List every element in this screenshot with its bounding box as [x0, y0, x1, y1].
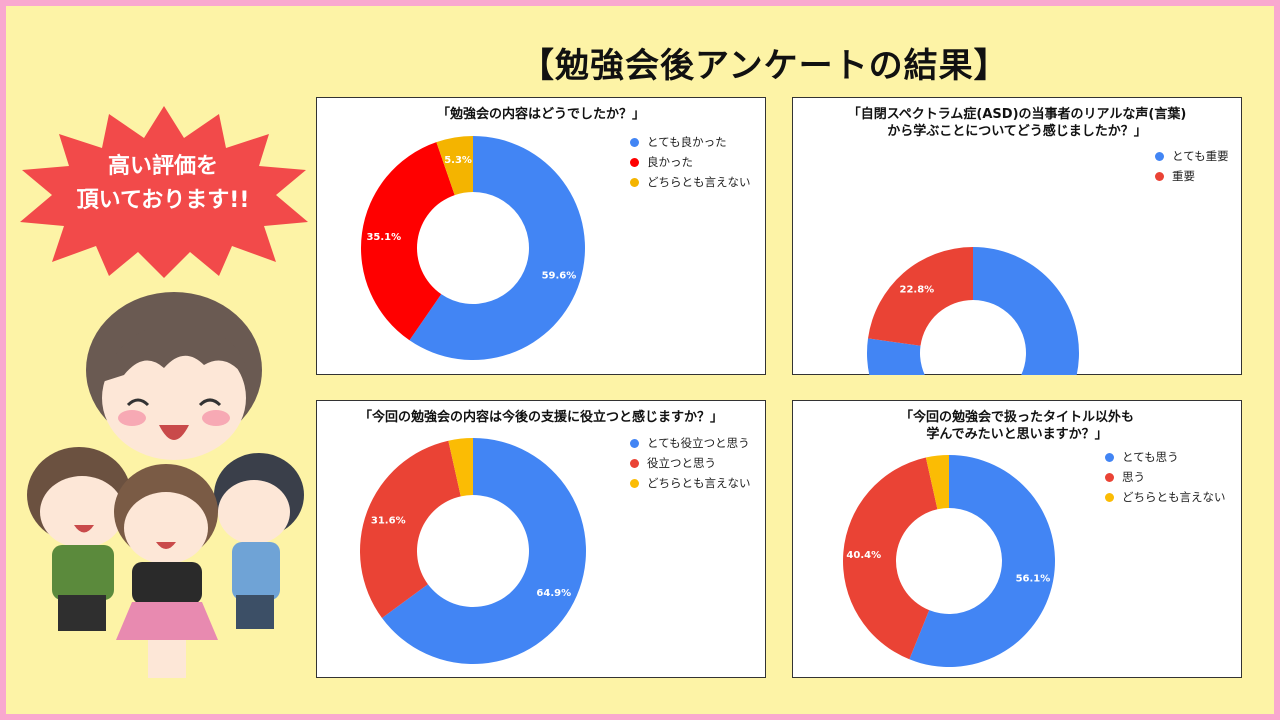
chart-1-legend-item-3: どちらとも言えない: [630, 172, 751, 192]
legend-swatch: [630, 458, 639, 468]
badge-line-1: 高い評価を: [107, 154, 218, 179]
right-boy-shirt: [232, 542, 280, 600]
chart-1-legend: とても良かった 良かったどちらとも言えない: [630, 132, 751, 192]
chart-4-legend: とても思う思うどちらとも言えない: [1105, 447, 1226, 507]
page-title: 【勉強会後アンケートの結果】: [520, 46, 1009, 86]
left-boy-pants: [58, 595, 106, 631]
chart-2-slice-1: [867, 247, 1079, 375]
right-boy-pants: [236, 595, 274, 629]
legend-label: どちらとも言えない: [647, 476, 751, 490]
chart-3-title: 「今回の勉強会の内容は今後の支援に役立つと感じますか？」: [358, 410, 723, 425]
legend-label: 重要: [1172, 169, 1195, 183]
girl-face: [124, 492, 208, 564]
chart-2-title: 「自閉スペクトラム症(ASD)の当事者のリアルな声(言葉) から学ぶことについて…: [847, 107, 1187, 139]
burst-badge: [20, 106, 308, 278]
chart-3-value-label-1: 64.9%: [536, 588, 571, 599]
legend-label: とても良かった: [647, 135, 727, 149]
chart-3-legend-item-3: どちらとも言えない: [630, 473, 751, 493]
chart-3-legend-item-2: 役立つと思う: [630, 453, 751, 473]
chart-2-legend: とても重要 重要: [1155, 146, 1229, 186]
legend-swatch: [1105, 492, 1114, 502]
chart-panel-2: 77.2%22.8% 「自閉スペクトラム症(ASD)の当事者のリアルな声(言葉)…: [792, 97, 1242, 375]
legend-swatch: [630, 478, 639, 488]
legend-swatch: [630, 177, 639, 187]
chart-1-legend-item-1: とても良かった: [630, 132, 751, 152]
legend-swatch: [1155, 151, 1164, 161]
chart-1-legend-item-2: 良かった: [630, 152, 751, 172]
big-boy-face: [102, 336, 246, 460]
legend-label: どちらとも言えない: [1122, 490, 1226, 504]
legend-swatch: [630, 157, 639, 167]
chart-4-title: 「今回の勉強会で扱ったタイトル以外も 学んでみたいと思いますか？」: [899, 410, 1134, 442]
chart-4-legend-item-1: とても思う: [1105, 447, 1226, 467]
badge-text: 高い評価を 頂いております!!: [28, 150, 298, 218]
left-boy-shirt: [52, 545, 114, 600]
legend-label: とても思う: [1122, 450, 1179, 464]
chart-4-slice-1: [909, 455, 1055, 667]
chart-4-legend-item-3: どちらとも言えない: [1105, 487, 1226, 507]
legend-swatch: [630, 137, 639, 147]
girl-skirt: [116, 602, 218, 640]
chart-2-legend-item-1: とても重要: [1155, 146, 1229, 166]
legend-label: 良かった: [647, 155, 693, 169]
chart-4-value-label-1: 56.1%: [1016, 573, 1051, 584]
chart-2-value-label-2: 22.8%: [900, 285, 935, 296]
chart-3-slice-1: [382, 438, 586, 664]
chart-3-legend: とても役立つと思う 役立つと思うどちらとも言えない: [630, 433, 751, 493]
right-boy-face: [218, 480, 290, 544]
legend-label: 役立つと思う: [647, 456, 716, 470]
chart-panel-4: 56.1% 40.4% 「今回の勉強会で扱ったタイトル以外も 学んでみたいと思いま…: [792, 400, 1242, 678]
chart-1-value-label-2: 35.1%: [366, 232, 401, 243]
chart-4-value-label-2: 40.4%: [846, 550, 881, 561]
legend-label: どちらとも言えない: [647, 175, 751, 189]
big-boy-bangs: [102, 324, 250, 385]
left-boy-face: [40, 476, 124, 548]
chart-1-value-label-3: 5.3%: [444, 155, 472, 166]
big-boy-eye-right: [198, 398, 222, 407]
chart-1-title: 「勉強会の内容はどうでしたか？」: [436, 107, 645, 122]
big-boy-blush-left: [118, 410, 146, 426]
girl-legs: [148, 640, 186, 678]
legend-swatch: [1105, 452, 1114, 462]
chart-3-legend-item-1: とても役立つと思う: [630, 433, 751, 453]
chart-4-slice-2: [843, 457, 938, 660]
chart-3-value-label-2: 31.6%: [371, 515, 406, 526]
chart-1-slice-3: [436, 136, 473, 196]
chart-1-value-label-1: 59.6%: [542, 271, 577, 282]
badge-line-2: 頂いております!!: [76, 188, 250, 213]
chart-1-slice-2: [361, 142, 455, 341]
chart-2-slice-2: [868, 247, 973, 346]
chart-3-slice-2: [360, 440, 461, 618]
girl-jacket: [132, 562, 202, 604]
big-boy-mouth: [159, 425, 189, 440]
chart-panel-1: 59.6% 35.1% 5.3% 「勉強会の内容はどうでしたか？」 とても良かった良…: [316, 97, 766, 375]
left-boy-mouth: [74, 525, 94, 533]
legend-swatch: [630, 438, 639, 448]
big-boy-blush-right: [202, 410, 230, 426]
chart-3-slice-3: [448, 438, 473, 497]
girl-mouth: [156, 542, 176, 549]
chart-1-slice-1: [409, 136, 585, 360]
chart-4-slice-3: [925, 455, 949, 510]
legend-swatch: [1105, 472, 1114, 482]
legend-swatch: [1155, 171, 1164, 181]
legend-label: 思う: [1122, 470, 1145, 484]
chart-panel-3: 64.9% 31.6% 「今回の勉強会の内容は今後の支援に役立つと感じますか？」 …: [316, 400, 766, 678]
big-boy-eye-left: [126, 398, 150, 407]
chart-2-legend-item-2: 重要: [1155, 166, 1229, 186]
burst-shape: [20, 106, 308, 278]
legend-label: とても重要: [1172, 149, 1229, 163]
legend-label: とても役立つと思う: [647, 436, 750, 450]
chart-4-legend-item-2: 思う: [1105, 467, 1226, 487]
children-illustration: [27, 292, 304, 678]
